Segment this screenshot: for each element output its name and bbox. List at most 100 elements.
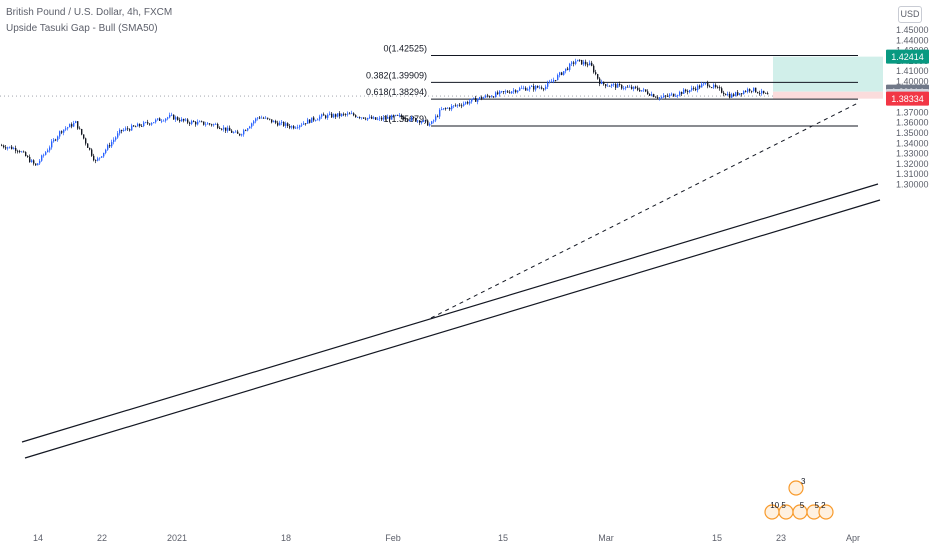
candle-body — [613, 84, 615, 85]
candle-body — [575, 61, 577, 64]
candle-body — [177, 117, 179, 120]
candle-body — [727, 93, 729, 96]
candle-body — [269, 118, 271, 120]
candle-body — [633, 86, 635, 89]
y-tick-label: 1.32000 — [896, 159, 929, 169]
candle-body — [495, 92, 497, 98]
event-row-label: 5 2 — [814, 501, 826, 510]
candle-body — [367, 117, 369, 120]
candle-body — [745, 91, 747, 92]
candle-body — [207, 123, 209, 125]
candle-body — [115, 137, 117, 140]
candle-body — [461, 105, 463, 107]
currency-button[interactable]: USD — [898, 6, 922, 23]
candle-body — [101, 156, 103, 158]
candle-body — [513, 90, 515, 92]
candle-body — [135, 126, 137, 128]
candle-body — [427, 120, 429, 126]
candle-body — [147, 122, 149, 124]
indicator-label[interactable]: Upside Tasuki Gap - Bull (SMA50) — [6, 23, 158, 34]
y-tick-label: 1.31000 — [896, 169, 929, 179]
y-tick-label: 1.35000 — [896, 128, 929, 138]
candle-body — [163, 120, 165, 122]
candle-body — [693, 88, 695, 89]
candle-body — [385, 117, 387, 119]
candle-body — [699, 85, 701, 88]
x-tick-label: Apr — [846, 533, 860, 543]
candle-body — [397, 114, 399, 116]
candle-body — [25, 152, 27, 157]
candle-body — [653, 94, 655, 97]
candle-body — [571, 62, 573, 64]
candle-body — [723, 92, 725, 95]
candle-body — [599, 78, 601, 84]
candle-body — [465, 102, 467, 104]
candle-body — [65, 128, 67, 130]
candle-body — [105, 149, 107, 153]
candle-body — [701, 84, 703, 88]
candle-body — [529, 86, 531, 90]
candle-body — [257, 117, 259, 119]
candle-body — [229, 127, 231, 131]
candle-body — [281, 121, 283, 123]
candle-body — [469, 101, 471, 104]
candle-body — [199, 121, 201, 123]
candle-body — [755, 87, 757, 93]
candle-body — [37, 163, 39, 166]
candle-body — [561, 72, 563, 75]
x-tick-label: 15 — [712, 533, 722, 543]
candle-body — [61, 131, 63, 133]
candle-body — [225, 127, 227, 131]
x-tick-label: 15 — [498, 533, 508, 543]
candle-body — [151, 123, 153, 125]
x-tick-label: Mar — [598, 533, 614, 543]
candle-body — [267, 117, 269, 119]
candle-body — [615, 84, 617, 88]
candle-body — [425, 120, 427, 121]
candle-body — [121, 129, 123, 131]
candle-body — [251, 123, 253, 127]
candle-body — [165, 118, 167, 121]
candle-body — [733, 94, 735, 96]
trendline-lower — [24, 199, 881, 459]
target-zone — [773, 56, 883, 92]
events-markers[interactable]: 3 10 5 5 5 2 — [764, 477, 834, 520]
candle-body — [511, 91, 513, 94]
candle-body — [333, 114, 335, 118]
candle-body — [591, 62, 593, 66]
candle-body — [139, 123, 141, 126]
candle-body — [681, 92, 683, 94]
fib-level-label: 0(1.42525) — [383, 43, 427, 53]
candle-body — [459, 104, 461, 106]
candle-body — [59, 131, 61, 137]
candle-body — [643, 89, 645, 91]
candle-body — [215, 124, 217, 125]
candle-body — [569, 63, 571, 70]
candle-body — [265, 117, 267, 119]
candle-body — [531, 86, 533, 87]
candle-body — [735, 92, 737, 96]
candle-body — [253, 121, 255, 124]
candle-body — [71, 124, 73, 127]
candle-body — [239, 133, 241, 136]
candle-body — [355, 115, 357, 118]
candle-body — [51, 141, 53, 148]
candle-body — [447, 107, 449, 109]
candle-body — [321, 114, 323, 117]
candle-body — [377, 118, 379, 120]
candle-body — [255, 118, 257, 122]
candle-body — [361, 117, 363, 119]
candle-body — [707, 82, 709, 87]
candle-body — [547, 82, 549, 87]
candle-body — [627, 86, 629, 88]
candle-body — [565, 68, 567, 72]
candle-body — [449, 107, 451, 110]
candle-body — [631, 86, 633, 89]
candle-body — [473, 97, 475, 99]
candle-body — [39, 160, 41, 164]
price-label-text: 1.38334 — [891, 94, 924, 104]
chart-title: British Pound / U.S. Dollar, 4h, FXCM — [6, 7, 173, 18]
candle-body — [383, 117, 385, 120]
price-label-text: 1.42414 — [891, 52, 924, 62]
